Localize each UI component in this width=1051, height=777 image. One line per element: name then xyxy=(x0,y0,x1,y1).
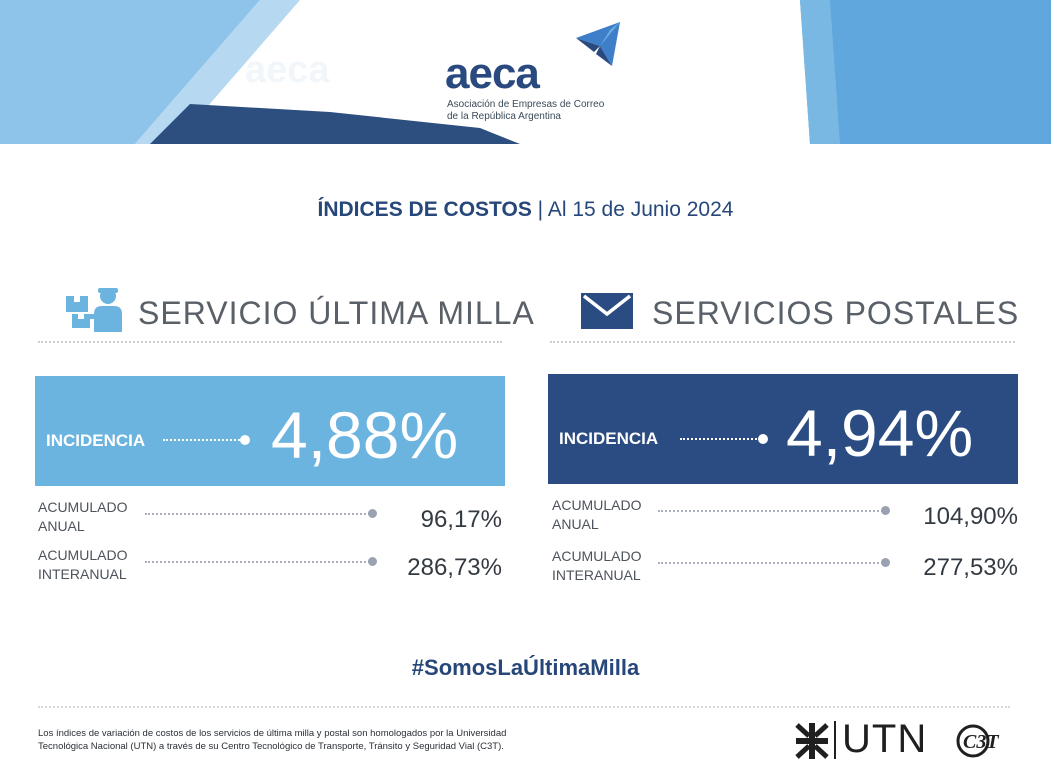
footer-divider xyxy=(38,706,1010,708)
row-leader-dot xyxy=(881,506,890,515)
section-title-ultima-milla: SERVICIO ÚLTIMA MILLA xyxy=(138,295,535,331)
row-leader-dot xyxy=(368,509,377,518)
incidencia-box-ultima-milla: INCIDENCIA 4,88% xyxy=(35,376,505,486)
row-label-line1: ACUMULADO xyxy=(38,499,128,515)
c3t-logo-text: C3T xyxy=(963,731,999,753)
acumulado-interanual-label: ACUMULADO INTERANUAL xyxy=(38,546,127,584)
incidencia-leader-dots xyxy=(680,438,760,440)
acumulado-anual-label: ACUMULADO ANUAL xyxy=(552,496,641,534)
incidencia-value: 4,94% xyxy=(786,396,974,470)
aeca-arrow-icon xyxy=(576,22,620,66)
page-title: ÍNDICES DE COSTOS | Al 15 de Junio 2024 xyxy=(0,198,1051,222)
row-label-line1: ACUMULADO xyxy=(38,547,128,563)
row-leader-dots xyxy=(145,513,370,515)
incidencia-box-postales: INCIDENCIA 4,94% xyxy=(548,374,1018,484)
envelope-icon xyxy=(581,293,633,329)
header-banner: aeca aeca Asociación de Empresas de Corr… xyxy=(0,0,1051,144)
page-title-bold: ÍNDICES DE COSTOS xyxy=(317,198,532,221)
utn-logo-text: UTN xyxy=(842,717,928,761)
utn-emblem-icon xyxy=(795,723,829,759)
footnote-line2: Tecnológica Nacional (UTN) a través de s… xyxy=(38,741,504,752)
incidencia-value: 4,88% xyxy=(271,398,459,472)
aeca-logo-text: aeca xyxy=(445,49,540,98)
page-title-date: | Al 15 de Junio 2024 xyxy=(531,198,734,221)
acumulado-interanual-value: 286,73% xyxy=(407,554,502,581)
row-leader-dot xyxy=(368,557,377,566)
footnote-line1: Los índices de variación de costos de lo… xyxy=(38,728,507,739)
acumulado-anual-value: 104,90% xyxy=(923,503,1018,530)
acumulado-anual-label: ACUMULADO ANUAL xyxy=(38,498,127,536)
row-label-line2: INTERANUAL xyxy=(38,566,127,582)
logo-subtitle-line2: de la República Argentina xyxy=(447,111,561,122)
section-divider xyxy=(38,341,502,343)
svg-text:aeca: aeca xyxy=(245,49,330,91)
incidencia-label: INCIDENCIA xyxy=(559,429,659,448)
row-leader-dot xyxy=(881,558,890,567)
utn-separator xyxy=(834,721,836,759)
c3t-logo: C3T xyxy=(956,724,999,758)
row-leader-dots xyxy=(145,561,370,563)
row-leader-dots xyxy=(658,562,883,564)
row-label-line2: INTERANUAL xyxy=(552,567,641,583)
section-title-postales: SERVICIOS POSTALES xyxy=(652,295,1020,331)
logo-subtitle-line1: Asociación de Empresas de Correo xyxy=(447,99,605,110)
header-background: aeca xyxy=(0,0,1051,144)
section-divider xyxy=(550,341,1015,343)
incidencia-leader-dot xyxy=(240,435,250,445)
delivery-person-icon xyxy=(66,288,122,332)
incidencia-label: INCIDENCIA xyxy=(46,431,146,450)
row-label-line1: ACUMULADO xyxy=(552,497,642,513)
row-leader-dots xyxy=(658,510,883,512)
acumulado-interanual-value: 277,53% xyxy=(923,554,1018,581)
row-label-line2: ANUAL xyxy=(38,518,85,534)
footnote: Los índices de variación de costos de lo… xyxy=(38,727,558,753)
acumulado-anual-value: 96,17% xyxy=(420,506,502,533)
incidencia-leader-dots xyxy=(163,439,243,441)
row-label-line1: ACUMULADO xyxy=(552,548,642,564)
incidencia-leader-dot xyxy=(758,434,768,444)
aeca-logo-subtitle: Asociación de Empresas de Correo de la R… xyxy=(447,99,604,123)
row-label-line2: ANUAL xyxy=(552,516,599,532)
hashtag: #SomosLaÚltimaMilla xyxy=(411,655,640,680)
acumulado-interanual-label: ACUMULADO INTERANUAL xyxy=(552,547,641,585)
